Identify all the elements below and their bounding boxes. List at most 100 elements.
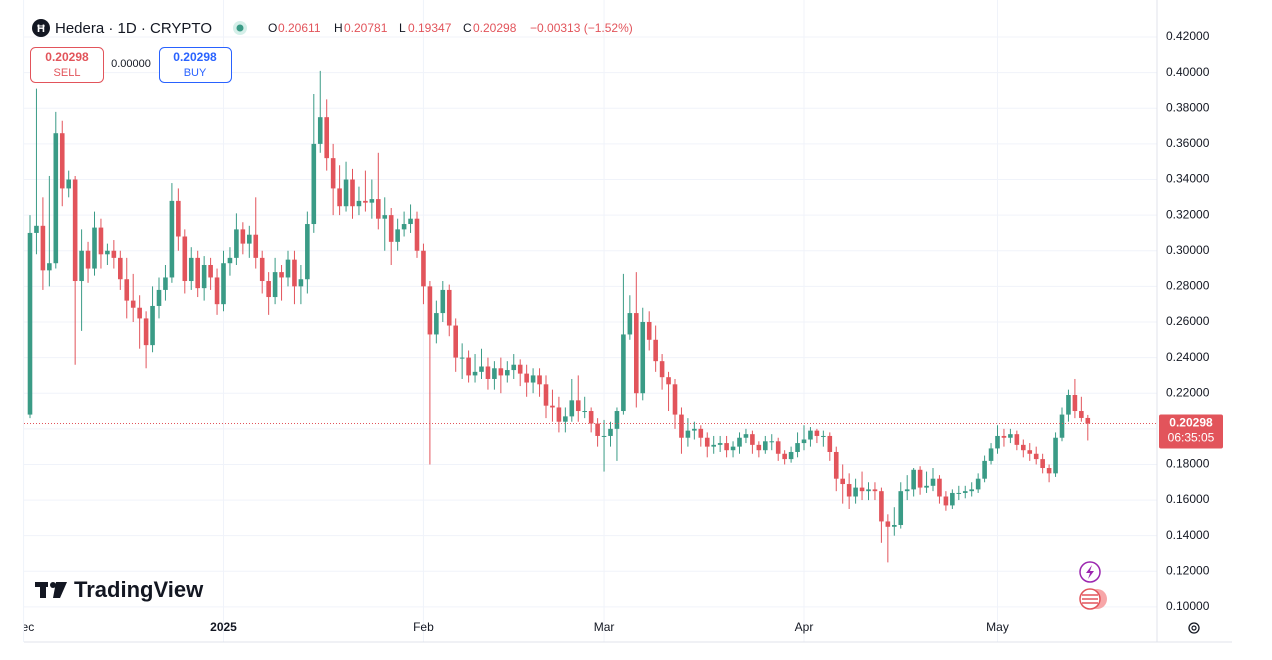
candle-body xyxy=(53,133,59,264)
candle-body xyxy=(472,371,478,376)
candle-body xyxy=(840,478,845,485)
watermark-logo xyxy=(35,582,67,598)
candle-body xyxy=(111,250,117,258)
candle-body xyxy=(898,491,904,525)
candle-body xyxy=(859,487,865,492)
price-tag-countdown: 06:35:05 xyxy=(1168,431,1215,445)
candle-body xyxy=(169,200,175,278)
candle-body xyxy=(388,215,394,242)
candle-body xyxy=(79,250,84,282)
candle-body xyxy=(27,232,33,415)
candle-body xyxy=(666,377,671,385)
symbol-logo-mark: Ħ xyxy=(37,23,45,35)
candle-body xyxy=(1040,459,1045,469)
candle-body xyxy=(292,259,297,287)
y-tick-label: 0.16000 xyxy=(1166,492,1210,506)
candle-body xyxy=(672,384,678,415)
candle-body xyxy=(1027,450,1033,454)
candle-body xyxy=(247,234,252,244)
candle-body xyxy=(66,179,71,189)
candle-body xyxy=(498,368,504,376)
candle-body xyxy=(382,215,388,219)
candle-body xyxy=(995,435,1000,449)
candle-body xyxy=(421,250,426,287)
candle-body xyxy=(1059,414,1065,438)
candle-body xyxy=(866,489,871,492)
ohlc-label: C xyxy=(463,21,472,35)
ohlc-value: 0.20781 xyxy=(344,21,388,35)
candle-body xyxy=(595,423,600,436)
y-tick-label: 0.22000 xyxy=(1166,385,1210,399)
ohlc-label: L xyxy=(399,21,406,35)
candle-body xyxy=(176,200,181,237)
ohlc-value: 0.20611 xyxy=(278,21,321,35)
candle-body xyxy=(188,257,194,282)
candle-body xyxy=(814,430,820,436)
candle-body xyxy=(466,357,471,376)
candle-body xyxy=(756,444,762,451)
candle-body xyxy=(511,364,517,371)
grid xyxy=(23,0,1157,642)
candle-body xyxy=(698,428,704,438)
candle-body xyxy=(775,441,781,454)
candle-body xyxy=(550,405,555,408)
candle-body xyxy=(750,434,755,445)
candle-body xyxy=(569,400,575,417)
flag-glyph xyxy=(1082,594,1098,604)
symbol-logo xyxy=(32,19,50,37)
candle-body xyxy=(343,179,349,207)
y-tick-label: 0.30000 xyxy=(1166,243,1210,257)
candle-body xyxy=(724,443,729,451)
candle-body xyxy=(214,277,220,305)
candle-body xyxy=(259,257,265,282)
watermark: TradingView xyxy=(74,577,204,602)
y-tick-label: 0.34000 xyxy=(1166,172,1210,186)
y-tick-label: 0.28000 xyxy=(1166,279,1210,293)
candle-body xyxy=(950,492,955,506)
candle-body xyxy=(505,370,510,376)
x-tick-label: 2025 xyxy=(210,620,237,634)
candle-body xyxy=(833,451,839,479)
candle-body xyxy=(556,407,562,422)
change: −0.00313 (−1.52%) xyxy=(530,21,633,35)
candle-body xyxy=(279,272,284,278)
x-tick-label: Apr xyxy=(795,620,814,634)
settings-icon[interactable] xyxy=(1188,622,1200,634)
y-tick-label: 0.32000 xyxy=(1166,207,1210,221)
y-tick-label: 0.10000 xyxy=(1166,599,1210,613)
candle-body xyxy=(872,489,878,492)
candle-body xyxy=(685,430,691,438)
candle-body xyxy=(621,334,626,412)
candle-body xyxy=(879,491,884,522)
price-tag-value: 0.20298 xyxy=(1169,416,1213,430)
candle-body xyxy=(414,218,420,251)
candle-body xyxy=(363,200,368,203)
candle-body xyxy=(917,469,923,488)
candle-body xyxy=(937,478,942,497)
ohlc-value: 0.19347 xyxy=(408,21,452,35)
candle-body xyxy=(124,279,130,301)
candle-body xyxy=(943,496,949,506)
candle-body xyxy=(743,434,749,438)
candle-body xyxy=(105,250,110,255)
y-tick-label: 0.12000 xyxy=(1166,563,1210,577)
candle-body xyxy=(98,227,104,255)
candle-body xyxy=(517,364,523,374)
buy-button[interactable] xyxy=(159,47,232,83)
y-tick-label: 0.36000 xyxy=(1166,136,1210,150)
candle-body xyxy=(195,257,200,289)
candles xyxy=(24,70,1157,563)
sell-button[interactable] xyxy=(30,47,104,83)
candle-body xyxy=(137,307,142,319)
candle-body xyxy=(782,453,787,460)
candle-body xyxy=(1008,434,1013,438)
candle-body xyxy=(711,444,716,447)
candle-body xyxy=(737,437,742,447)
y-tick-label: 0.26000 xyxy=(1166,314,1210,328)
candle-body xyxy=(330,158,336,189)
candle-body xyxy=(575,400,581,412)
buy-label: BUY xyxy=(184,67,207,79)
spread: 0.00000 xyxy=(111,58,151,70)
candle-body xyxy=(530,375,536,383)
